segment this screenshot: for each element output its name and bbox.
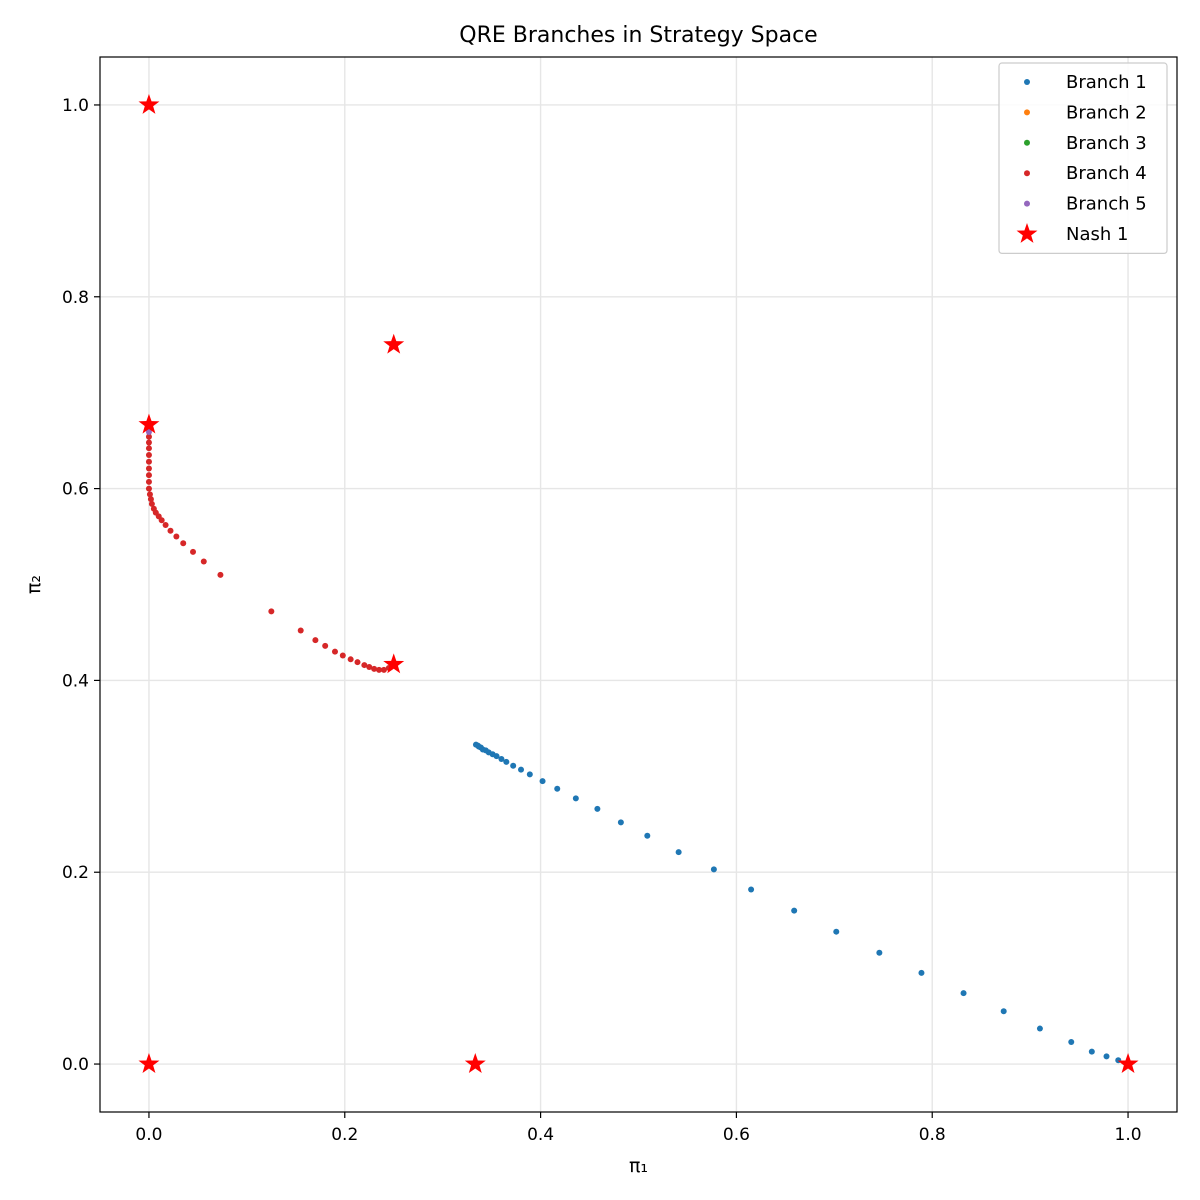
legend-label: Branch 1	[1066, 72, 1147, 93]
branch-data-point	[748, 886, 755, 893]
branch-data-point	[147, 496, 154, 503]
nash-star-point	[1117, 1053, 1139, 1073]
branch-data-point	[539, 778, 546, 785]
legend: Branch 1 Branch 2 Branch 3 Branch 4 Branch 5…	[998, 62, 1168, 254]
nash-star-point	[138, 1053, 160, 1073]
branch-data-point	[518, 766, 525, 773]
branch-data-point	[371, 665, 378, 672]
branch-data-point	[1068, 1038, 1075, 1045]
branch-data-point	[918, 969, 925, 976]
y-tick-label: 0.4	[62, 671, 89, 691]
legend-marker	[1024, 170, 1030, 177]
axis-ticks: 0.0 0.2 0.4 0.6 0.8 1.0 0.0 0.2 0.4 0.6 0.8 1.0	[62, 96, 1142, 1145]
x-tick-label: 1.0	[1115, 1125, 1142, 1145]
branch-data-point	[339, 652, 346, 659]
branch-data-point	[354, 659, 361, 666]
branch-data-point	[554, 785, 561, 792]
x-tick-label: 0.0	[135, 1125, 162, 1145]
branch-data-point	[791, 907, 798, 914]
branch-data-point	[148, 500, 155, 507]
branch-data-point	[1103, 1053, 1110, 1060]
grid-lines	[100, 57, 1177, 1112]
legend-marker	[1024, 79, 1030, 85]
legend-label: Branch 3	[1066, 133, 1147, 154]
branch-data-point	[190, 548, 197, 555]
branch-data-point	[347, 656, 354, 663]
branch-data-point	[361, 662, 368, 669]
branch-data-point	[331, 648, 338, 655]
branch-data-point	[145, 478, 152, 485]
nash-star-point	[383, 333, 405, 354]
branch-data-point	[180, 540, 187, 547]
branch-data-point	[498, 756, 505, 763]
branch-data-point	[145, 433, 152, 440]
legend-marker	[1024, 200, 1030, 207]
branch-data-point	[312, 637, 319, 644]
branch-data-point	[1088, 1048, 1095, 1055]
legend-label: Branch 4	[1066, 163, 1147, 184]
x-tick-label: 0.6	[723, 1125, 750, 1145]
branch-data-point	[146, 491, 153, 498]
branch-data-point	[710, 866, 717, 873]
branch-data-point	[526, 771, 533, 778]
branch-data-point	[472, 741, 479, 748]
branch-data-point	[380, 666, 387, 673]
branch-data-point	[510, 762, 517, 769]
branch-data-point	[503, 758, 510, 765]
data-points	[138, 93, 1139, 1073]
branch-data-point	[876, 949, 883, 956]
branch-data-point	[366, 663, 373, 670]
legend-label: Branch 2	[1066, 102, 1147, 123]
branch-data-point	[594, 805, 601, 812]
branch-data-point	[572, 795, 579, 802]
x-tick-label: 0.4	[527, 1125, 554, 1145]
branch-data-point	[200, 558, 207, 565]
y-tick-label: 0.6	[62, 480, 89, 500]
y-axis-label: π₂	[23, 575, 45, 594]
legend-marker-star	[1016, 223, 1038, 243]
branch-data-point	[617, 819, 624, 826]
branch-data-point	[833, 928, 840, 935]
branch-data-point	[297, 627, 304, 634]
chart-title: QRE Branches in Strategy Space	[459, 23, 817, 48]
legend-marker	[1024, 109, 1030, 116]
y-tick-label: 1.0	[62, 96, 89, 116]
y-tick-label: 0.8	[62, 288, 89, 308]
branch-data-point	[145, 465, 152, 472]
y-tick-label: 0.2	[62, 863, 89, 883]
branch-data-point	[150, 505, 157, 512]
branch-data-point	[675, 849, 682, 856]
nash-star-point	[138, 93, 160, 114]
branch-data-point	[960, 990, 967, 997]
legend-box	[998, 62, 1168, 254]
branch-data-point	[145, 439, 152, 446]
plot-frame	[99, 56, 1178, 1113]
branch-data-point	[145, 458, 152, 465]
branch-data-point	[644, 832, 651, 839]
branch-data-point	[217, 571, 224, 578]
legend-label: Branch 5	[1066, 194, 1147, 215]
branch-data-point	[162, 522, 169, 529]
branch-data-point	[322, 642, 329, 649]
x-axis-label: π₁	[629, 1155, 648, 1177]
branch-data-point	[268, 608, 275, 615]
branch-data-point	[145, 485, 152, 492]
nash-star-point	[383, 653, 405, 674]
branch-data-point	[376, 666, 383, 673]
branch-data-point	[145, 472, 152, 479]
y-tick-label: 0.0	[62, 1055, 89, 1075]
legend-marker	[1024, 139, 1030, 146]
branch-data-point	[145, 445, 152, 452]
legend-label: Nash 1	[1066, 224, 1128, 245]
branch-data-point	[167, 527, 174, 534]
nash-star-point	[464, 1053, 486, 1073]
x-tick-label: 0.8	[919, 1125, 946, 1145]
nash-star-point	[138, 413, 160, 434]
x-tick-label: 0.2	[331, 1125, 358, 1145]
branch-data-point	[1000, 1008, 1007, 1015]
branch-data-point	[173, 533, 180, 540]
branch-data-point	[145, 452, 152, 459]
branch-data-point	[1036, 1025, 1043, 1032]
